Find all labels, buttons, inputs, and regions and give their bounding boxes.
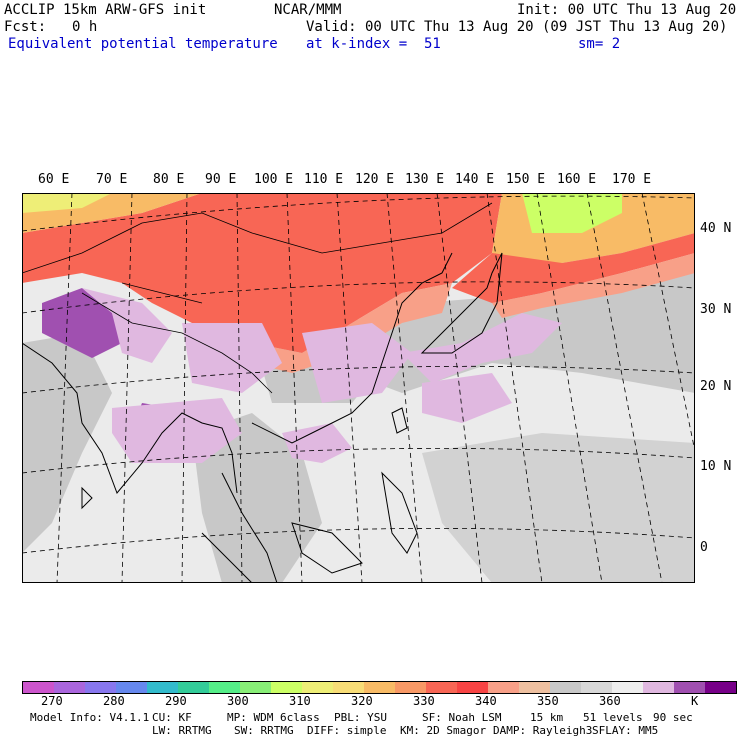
colorbar-tick-label: 280	[103, 694, 125, 708]
colorbar-swatch	[271, 682, 302, 693]
theta-e-region-310	[522, 193, 622, 233]
theta-e-region-370	[302, 323, 412, 403]
theta-e-region-370	[112, 398, 242, 463]
colorbar-swatch	[147, 682, 178, 693]
theta-e-map[interactable]	[22, 193, 695, 583]
lat-label: 10 N	[700, 459, 732, 474]
footer-lw: LW: RRTMG	[152, 724, 212, 737]
colorbar-tick-label: 310	[289, 694, 311, 708]
lat-label: 0	[700, 540, 708, 555]
colorbar-swatch	[54, 682, 85, 693]
colorbar-swatch	[581, 682, 612, 693]
colorbar-swatch	[178, 682, 209, 693]
colorbar-swatch	[395, 682, 426, 693]
footer-levels: 51 levels	[583, 711, 643, 724]
theta-e-region-350	[192, 413, 322, 583]
colorbar-swatch	[209, 682, 240, 693]
footer-mp: MP: WDM 6class	[227, 711, 320, 724]
colorbar	[22, 681, 737, 694]
latlon-grid	[22, 193, 695, 583]
model-title: ACCLIP 15km ARW-GFS init	[4, 2, 207, 18]
colorbar-swatch	[333, 682, 364, 693]
colorbar-swatch	[643, 682, 674, 693]
theta-e-region-380	[42, 288, 122, 358]
lon-label: 150 E	[506, 172, 546, 187]
theta-e-region-330	[22, 193, 502, 353]
colorbar-swatch	[116, 682, 147, 693]
lon-label: 170 E	[612, 172, 652, 187]
colorbar-swatch	[302, 682, 333, 693]
footer-sf: SF: Noah LSM	[422, 711, 502, 724]
colorbar-swatch	[23, 682, 54, 693]
footer-diff: DIFF: simple	[307, 724, 387, 737]
footer-sw: SW: RRTMG	[234, 724, 294, 737]
theta-e-region-370	[402, 313, 562, 383]
lon-label: 70 E	[96, 172, 128, 187]
lat-label: 40 N	[700, 221, 732, 236]
footer-damp: DAMP: Rayleigh3	[493, 724, 593, 737]
footer-model-info: Model Info: V4.1.1	[30, 711, 150, 724]
field-name: Equivalent potential temperature	[8, 36, 278, 52]
footer-cu: CU: KF	[152, 711, 192, 724]
init-time: Init: 00 UTC Thu 13 Aug 20	[517, 2, 737, 18]
colorbar-swatch	[457, 682, 488, 693]
lon-label: 160 E	[557, 172, 597, 187]
colorbar-tick-label: 360	[599, 694, 621, 708]
footer-resolution: 15 km	[530, 711, 564, 724]
lat-label: 30 N	[700, 302, 732, 317]
fcst-label: Fcst:	[4, 19, 47, 35]
theta-e-region-370	[282, 423, 352, 463]
colorbar-tick-label: 340	[475, 694, 497, 708]
coastline	[22, 252, 503, 583]
colorbar-swatch	[364, 682, 395, 693]
theta-e-region-310	[22, 193, 112, 213]
theta-e-region-340	[492, 253, 695, 318]
colorbar-swatch	[550, 682, 581, 693]
colorbar-swatch	[674, 682, 705, 693]
org-label: NCAR/MMM	[274, 2, 342, 18]
theta-e-region-370	[422, 373, 512, 423]
colorbar-swatch	[85, 682, 116, 693]
theta-e-region-370	[182, 323, 282, 393]
lon-label: 100 E	[254, 172, 294, 187]
colorbar-tick-label: 350	[537, 694, 559, 708]
colorbar-tick-label: 300	[227, 694, 249, 708]
theta-e-region-350	[422, 433, 695, 583]
lon-label: 140 E	[455, 172, 495, 187]
footer-km: KM: 2D Smagor	[400, 724, 487, 737]
footer-sflay: SFLAY: MM5	[592, 724, 659, 737]
lon-label: 120 E	[355, 172, 395, 187]
lon-label: 90 E	[205, 172, 237, 187]
level-label: at k-index = 51	[306, 36, 441, 52]
lat-label: 20 N	[700, 379, 732, 394]
smooth-label: sm= 2	[578, 36, 621, 52]
fcst-value: 0 h	[72, 19, 98, 35]
colorbar-swatch	[426, 682, 457, 693]
lon-label: 110 E	[304, 172, 344, 187]
colorbar-tick-label: 290	[165, 694, 187, 708]
footer-pbl: PBL: YSU	[334, 711, 387, 724]
lon-label: 60 E	[38, 172, 70, 187]
colorbar-tick-label: 320	[351, 694, 373, 708]
theta-e-region-330	[452, 233, 695, 303]
colorbar-swatch	[612, 682, 643, 693]
valid-time: Valid: 00 UTC Thu 13 Aug 20 (09 JST Thu …	[306, 19, 728, 35]
lon-label: 80 E	[153, 172, 185, 187]
colorbar-tick-label: 330	[413, 694, 435, 708]
map-frame	[22, 193, 695, 583]
colorbar-swatch	[488, 682, 519, 693]
theta-e-region-350	[22, 333, 112, 553]
colorbar-swatch	[705, 682, 736, 693]
colorbar-tick-label: 270	[41, 694, 63, 708]
colorbar-swatch	[519, 682, 550, 693]
lon-label: 130 E	[405, 172, 445, 187]
colorbar-unit: K	[691, 694, 699, 708]
footer-timestep: 90 sec	[653, 711, 693, 724]
colorbar-swatch	[240, 682, 271, 693]
country-borders	[22, 202, 493, 394]
